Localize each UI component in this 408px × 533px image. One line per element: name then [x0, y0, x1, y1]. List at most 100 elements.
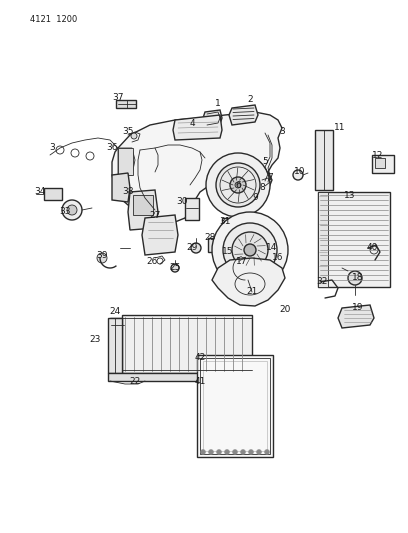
Circle shape: [191, 243, 201, 253]
Bar: [108, 318, 122, 373]
Circle shape: [226, 222, 232, 228]
Bar: [122, 315, 252, 373]
Bar: [372, 155, 394, 173]
Bar: [108, 373, 252, 381]
Polygon shape: [142, 215, 178, 255]
Text: 17: 17: [236, 257, 248, 266]
Text: 5: 5: [262, 157, 268, 166]
Text: 16: 16: [272, 254, 284, 262]
Circle shape: [206, 153, 270, 217]
Text: 13: 13: [344, 190, 356, 199]
Text: 1: 1: [215, 99, 221, 108]
Circle shape: [264, 449, 270, 455]
Circle shape: [216, 163, 260, 207]
Circle shape: [230, 177, 246, 193]
Text: 35: 35: [122, 127, 134, 136]
Bar: [318, 192, 390, 287]
Text: 29: 29: [186, 244, 198, 253]
Bar: [375, 158, 385, 168]
Circle shape: [293, 170, 303, 180]
Text: 34: 34: [34, 188, 46, 197]
Text: 39: 39: [96, 251, 108, 260]
Text: 37: 37: [112, 93, 124, 102]
Text: 21: 21: [246, 287, 258, 296]
Text: 4121  1200: 4121 1200: [30, 15, 77, 25]
Text: 30: 30: [176, 198, 188, 206]
Circle shape: [233, 449, 237, 455]
Polygon shape: [173, 115, 222, 140]
Polygon shape: [229, 105, 258, 125]
Bar: [44, 188, 62, 200]
Text: 15: 15: [222, 247, 234, 256]
Text: 14: 14: [266, 244, 278, 253]
Text: 10: 10: [294, 167, 306, 176]
Text: 31: 31: [219, 217, 231, 227]
Circle shape: [348, 271, 362, 285]
Text: 19: 19: [352, 303, 364, 312]
Circle shape: [171, 264, 179, 272]
Bar: [116, 100, 136, 108]
Text: 33: 33: [59, 207, 71, 216]
Circle shape: [62, 200, 82, 220]
Bar: [222, 218, 236, 232]
Circle shape: [208, 449, 213, 455]
Text: 42: 42: [194, 353, 206, 362]
Text: 23: 23: [89, 335, 101, 344]
Polygon shape: [118, 148, 135, 175]
Bar: [118, 148, 133, 175]
Text: 6: 6: [235, 181, 241, 190]
Text: 3: 3: [49, 142, 55, 151]
Circle shape: [244, 244, 256, 256]
Text: 26: 26: [146, 257, 157, 266]
Circle shape: [248, 449, 253, 455]
Polygon shape: [203, 110, 222, 126]
Text: 9: 9: [252, 193, 258, 203]
Text: 12: 12: [373, 150, 384, 159]
Circle shape: [235, 182, 241, 188]
Text: 8: 8: [259, 183, 265, 192]
Text: 38: 38: [122, 188, 134, 197]
Circle shape: [240, 449, 246, 455]
Circle shape: [212, 212, 288, 288]
Text: 24: 24: [109, 308, 121, 317]
Text: 20: 20: [279, 305, 290, 314]
Bar: [203, 361, 267, 451]
Text: 3: 3: [279, 127, 285, 136]
Text: 7: 7: [267, 173, 273, 182]
Bar: [197, 355, 273, 457]
Polygon shape: [212, 258, 285, 306]
Polygon shape: [128, 190, 158, 230]
Circle shape: [131, 133, 137, 139]
Text: 36: 36: [106, 143, 118, 152]
Polygon shape: [112, 112, 282, 222]
Text: 11: 11: [334, 124, 346, 133]
Text: 27: 27: [149, 211, 161, 220]
Circle shape: [224, 449, 229, 455]
Text: 18: 18: [352, 273, 364, 282]
Circle shape: [232, 232, 268, 268]
Text: 28: 28: [204, 233, 216, 243]
Circle shape: [220, 167, 256, 203]
Bar: [315, 130, 333, 190]
Bar: [185, 198, 199, 220]
Text: 41: 41: [194, 377, 206, 386]
Circle shape: [257, 449, 262, 455]
Bar: [208, 238, 220, 252]
Bar: [318, 192, 328, 287]
Text: 40: 40: [366, 244, 378, 253]
Text: 25: 25: [169, 263, 181, 272]
Text: 22: 22: [129, 377, 141, 386]
Bar: [200, 358, 270, 454]
Circle shape: [200, 449, 206, 455]
Circle shape: [223, 223, 277, 277]
Bar: [110, 318, 125, 331]
Polygon shape: [338, 305, 374, 328]
Circle shape: [97, 253, 107, 263]
Circle shape: [67, 205, 77, 215]
Text: 32: 32: [316, 278, 328, 287]
Text: 4: 4: [189, 119, 195, 128]
Polygon shape: [112, 173, 130, 202]
Text: 2: 2: [247, 95, 253, 104]
Circle shape: [217, 449, 222, 455]
Bar: [133, 195, 153, 215]
